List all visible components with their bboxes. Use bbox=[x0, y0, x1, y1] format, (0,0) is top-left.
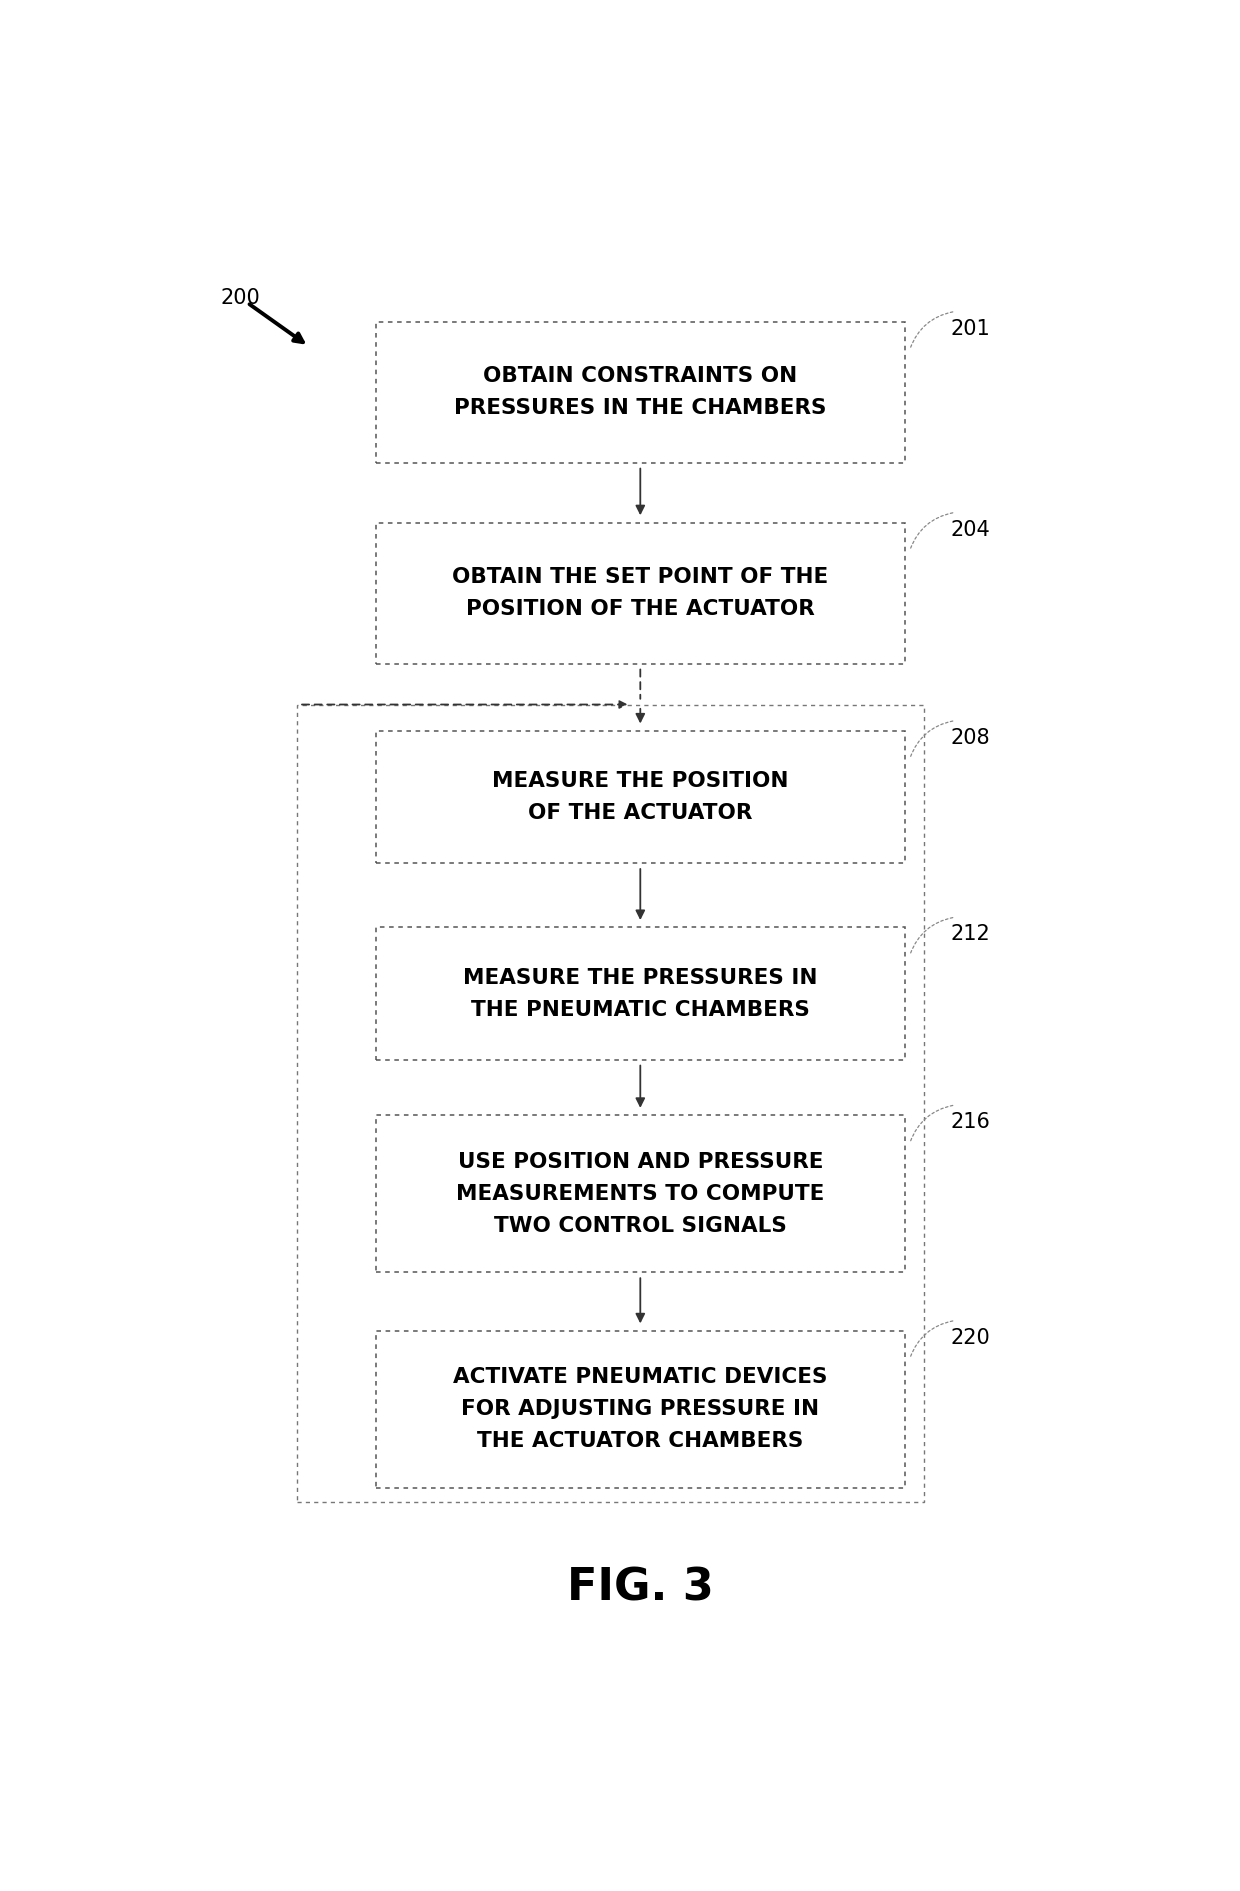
Text: OBTAIN CONSTRAINTS ON
PRESSURES IN THE CHAMBERS: OBTAIN CONSTRAINTS ON PRESSURES IN THE C… bbox=[454, 367, 827, 418]
Bar bbox=[376, 1116, 905, 1273]
Text: MEASURE THE POSITION
OF THE ACTUATOR: MEASURE THE POSITION OF THE ACTUATOR bbox=[492, 772, 789, 823]
Text: 201: 201 bbox=[951, 320, 991, 338]
Text: 200: 200 bbox=[221, 287, 260, 308]
Bar bbox=[298, 705, 924, 1503]
Text: 204: 204 bbox=[951, 520, 991, 539]
Text: 216: 216 bbox=[951, 1112, 991, 1133]
Bar bbox=[376, 1331, 905, 1488]
Bar bbox=[376, 730, 905, 862]
Bar bbox=[376, 522, 905, 664]
Text: ACTIVATE PNEUMATIC DEVICES
FOR ADJUSTING PRESSURE IN
THE ACTUATOR CHAMBERS: ACTIVATE PNEUMATIC DEVICES FOR ADJUSTING… bbox=[453, 1367, 827, 1450]
Text: 208: 208 bbox=[951, 728, 991, 747]
Text: FIG. 3: FIG. 3 bbox=[567, 1568, 714, 1609]
Bar bbox=[376, 321, 905, 463]
Text: USE POSITION AND PRESSURE
MEASUREMENTS TO COMPUTE
TWO CONTROL SIGNALS: USE POSITION AND PRESSURE MEASUREMENTS T… bbox=[456, 1152, 825, 1235]
Text: 212: 212 bbox=[951, 925, 991, 944]
Text: 220: 220 bbox=[951, 1327, 991, 1348]
Text: MEASURE THE PRESSURES IN
THE PNEUMATIC CHAMBERS: MEASURE THE PRESSURES IN THE PNEUMATIC C… bbox=[463, 968, 817, 1019]
Bar bbox=[376, 927, 905, 1059]
Text: OBTAIN THE SET POINT OF THE
POSITION OF THE ACTUATOR: OBTAIN THE SET POINT OF THE POSITION OF … bbox=[453, 567, 828, 618]
